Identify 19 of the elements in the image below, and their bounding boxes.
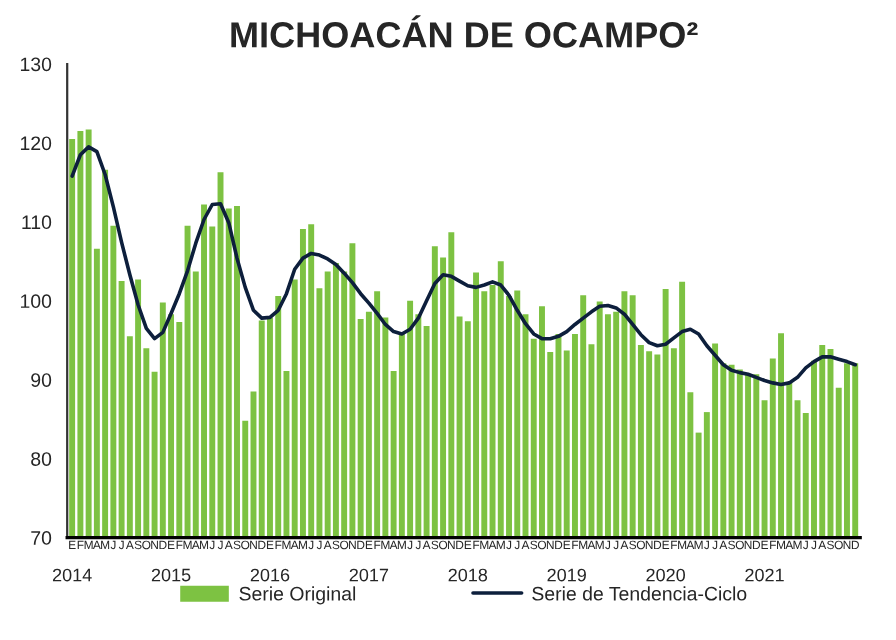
line-series [70,145,858,387]
text: 2014 [52,568,92,582]
legend-label: Serie Original [239,586,356,605]
text: 2021 [745,568,784,582]
y-tick-label: 130 [20,57,52,72]
y-tick-label: 80 [31,452,52,466]
y-tick-label: 90 [31,373,52,387]
text: 2019 [547,568,586,582]
text: 2020 [646,568,686,582]
y-tick-label: 70 [31,531,52,545]
y-tick-label: 110 [22,215,52,230]
chart-title: MICHOACÁN DE OCAMPO² [231,15,698,48]
y-tick-label: 120 [20,136,52,151]
text: 2018 [448,568,488,582]
text: 2017 [349,568,389,582]
text: 2015 [151,568,191,582]
text: 2016 [250,568,290,582]
y-tick-label: 100 [20,294,52,309]
legend-label: Serie de Tendencia-Ciclo [532,586,747,601]
